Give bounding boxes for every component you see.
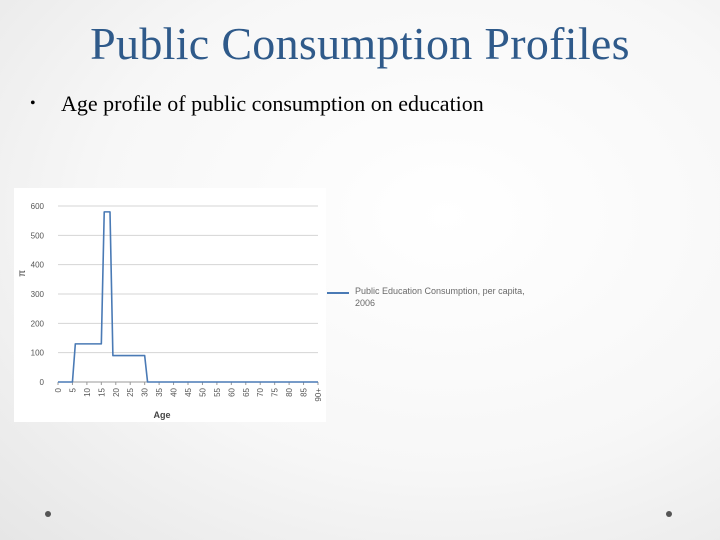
- x-tick-label: 50: [198, 387, 207, 396]
- corner-dot-left: [45, 511, 51, 517]
- x-tick-label: 10: [83, 387, 92, 396]
- y-tick-label: 400: [31, 261, 45, 270]
- corner-dot-right: [666, 511, 672, 517]
- y-tick-label: 0: [40, 378, 45, 387]
- y-tick-label: 200: [31, 319, 45, 328]
- bullet-marker: •: [30, 95, 36, 112]
- x-tick-label: 25: [126, 387, 135, 396]
- chart-area: 0 100 200 300 400 500 600 0 5 10 15 20 25 30 35 40 45 50 5…: [14, 188, 326, 422]
- x-tick-label: 70: [256, 387, 265, 396]
- bullet-item: • Age profile of public consumption on e…: [30, 90, 490, 118]
- x-tick-label: 20: [112, 387, 121, 396]
- x-tick-label: 5: [68, 387, 77, 392]
- y-axis-title: π: [17, 270, 28, 277]
- y-tick-label: 300: [31, 290, 45, 299]
- x-tick-label: 45: [184, 387, 193, 396]
- x-tick-label: 55: [213, 387, 222, 396]
- series-line-0: [58, 211, 318, 383]
- y-tick-label: 600: [31, 202, 45, 211]
- slide-title: Public Consumption Profiles: [90, 18, 630, 69]
- x-axis-title: Age: [153, 410, 170, 420]
- legend-line-swatch: [327, 292, 349, 294]
- y-tick-label: 100: [31, 349, 45, 358]
- x-tick-label: 35: [155, 387, 164, 396]
- x-tick-label: 30: [141, 387, 150, 396]
- x-tick-label: 85: [300, 387, 309, 396]
- x-tick-label: 40: [170, 387, 179, 396]
- x-tick-label: 60: [227, 387, 236, 396]
- legend-label: Public Education Consumption, per capita…: [355, 286, 525, 308]
- x-tick-label: 65: [242, 387, 251, 396]
- x-tick-label: 0: [54, 387, 63, 392]
- x-tick-label: 75: [271, 387, 280, 396]
- x-tick-label: 80: [285, 387, 294, 396]
- x-tick-label: 15: [97, 387, 106, 396]
- bullet-text: Age profile of public consumption on edu…: [61, 91, 484, 116]
- x-tick-label: 90+: [314, 388, 323, 402]
- y-tick-label: 500: [31, 231, 45, 240]
- chart-legend: Public Education Consumption, per capita…: [327, 285, 527, 309]
